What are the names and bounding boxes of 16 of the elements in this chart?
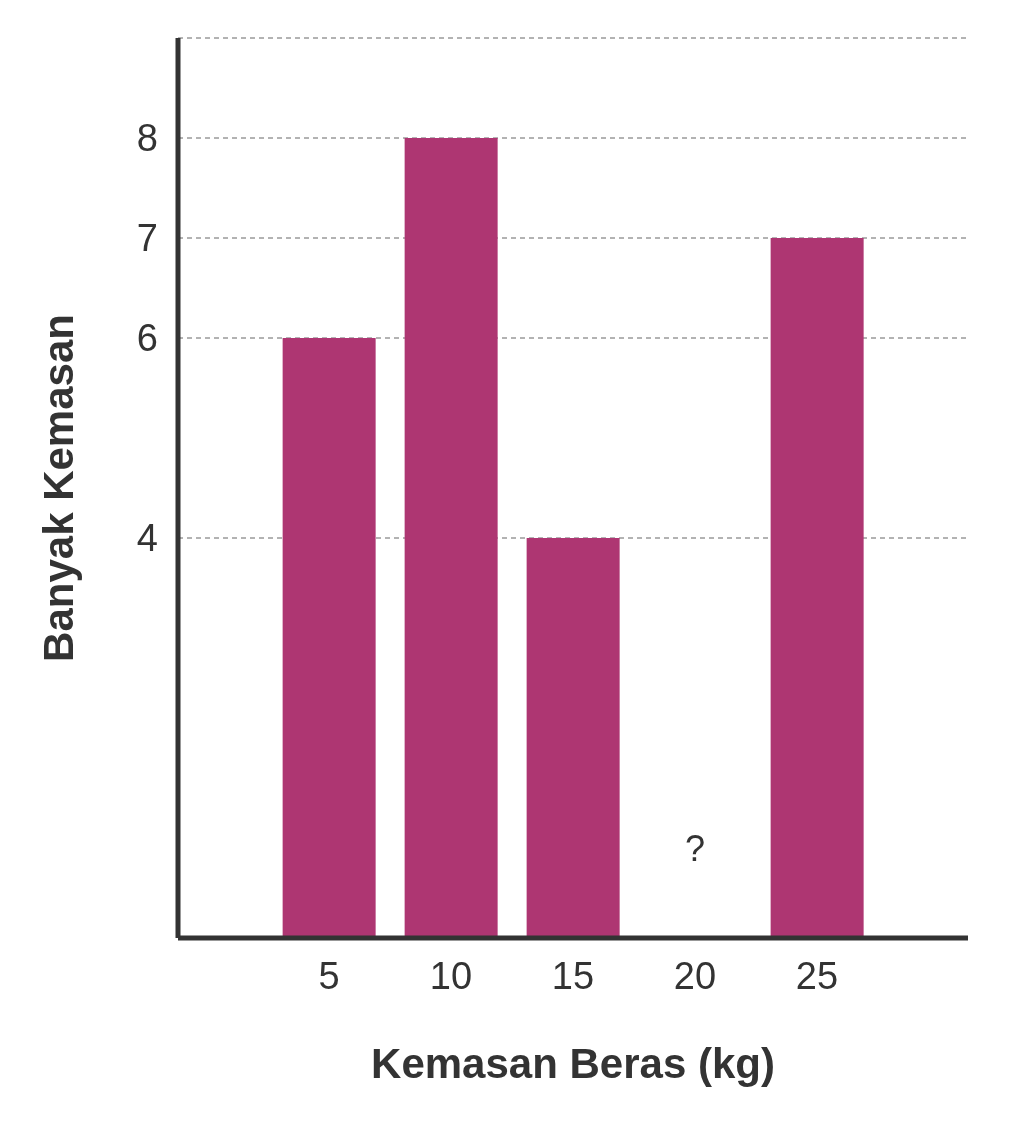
x-tick-label: 15 [551, 954, 595, 997]
bar [282, 338, 376, 938]
y-tick-label: 6 [136, 317, 158, 360]
annotation: ? [684, 827, 706, 869]
x-tick-label: 5 [318, 954, 340, 997]
y-tick-label: 4 [136, 517, 158, 560]
y-tick-label: 7 [136, 217, 158, 260]
x-tick-label: 10 [429, 954, 473, 997]
y-tick-label: 8 [136, 117, 158, 160]
bar [770, 238, 864, 938]
x-tick-label: 25 [795, 954, 839, 997]
bar [404, 138, 498, 938]
bar [526, 538, 620, 938]
x-axis-title: Kemasan Beras (kg) [371, 1040, 775, 1087]
y-axis-title: Banyak Kemasan [34, 314, 82, 662]
x-tick-label: 20 [673, 954, 717, 997]
